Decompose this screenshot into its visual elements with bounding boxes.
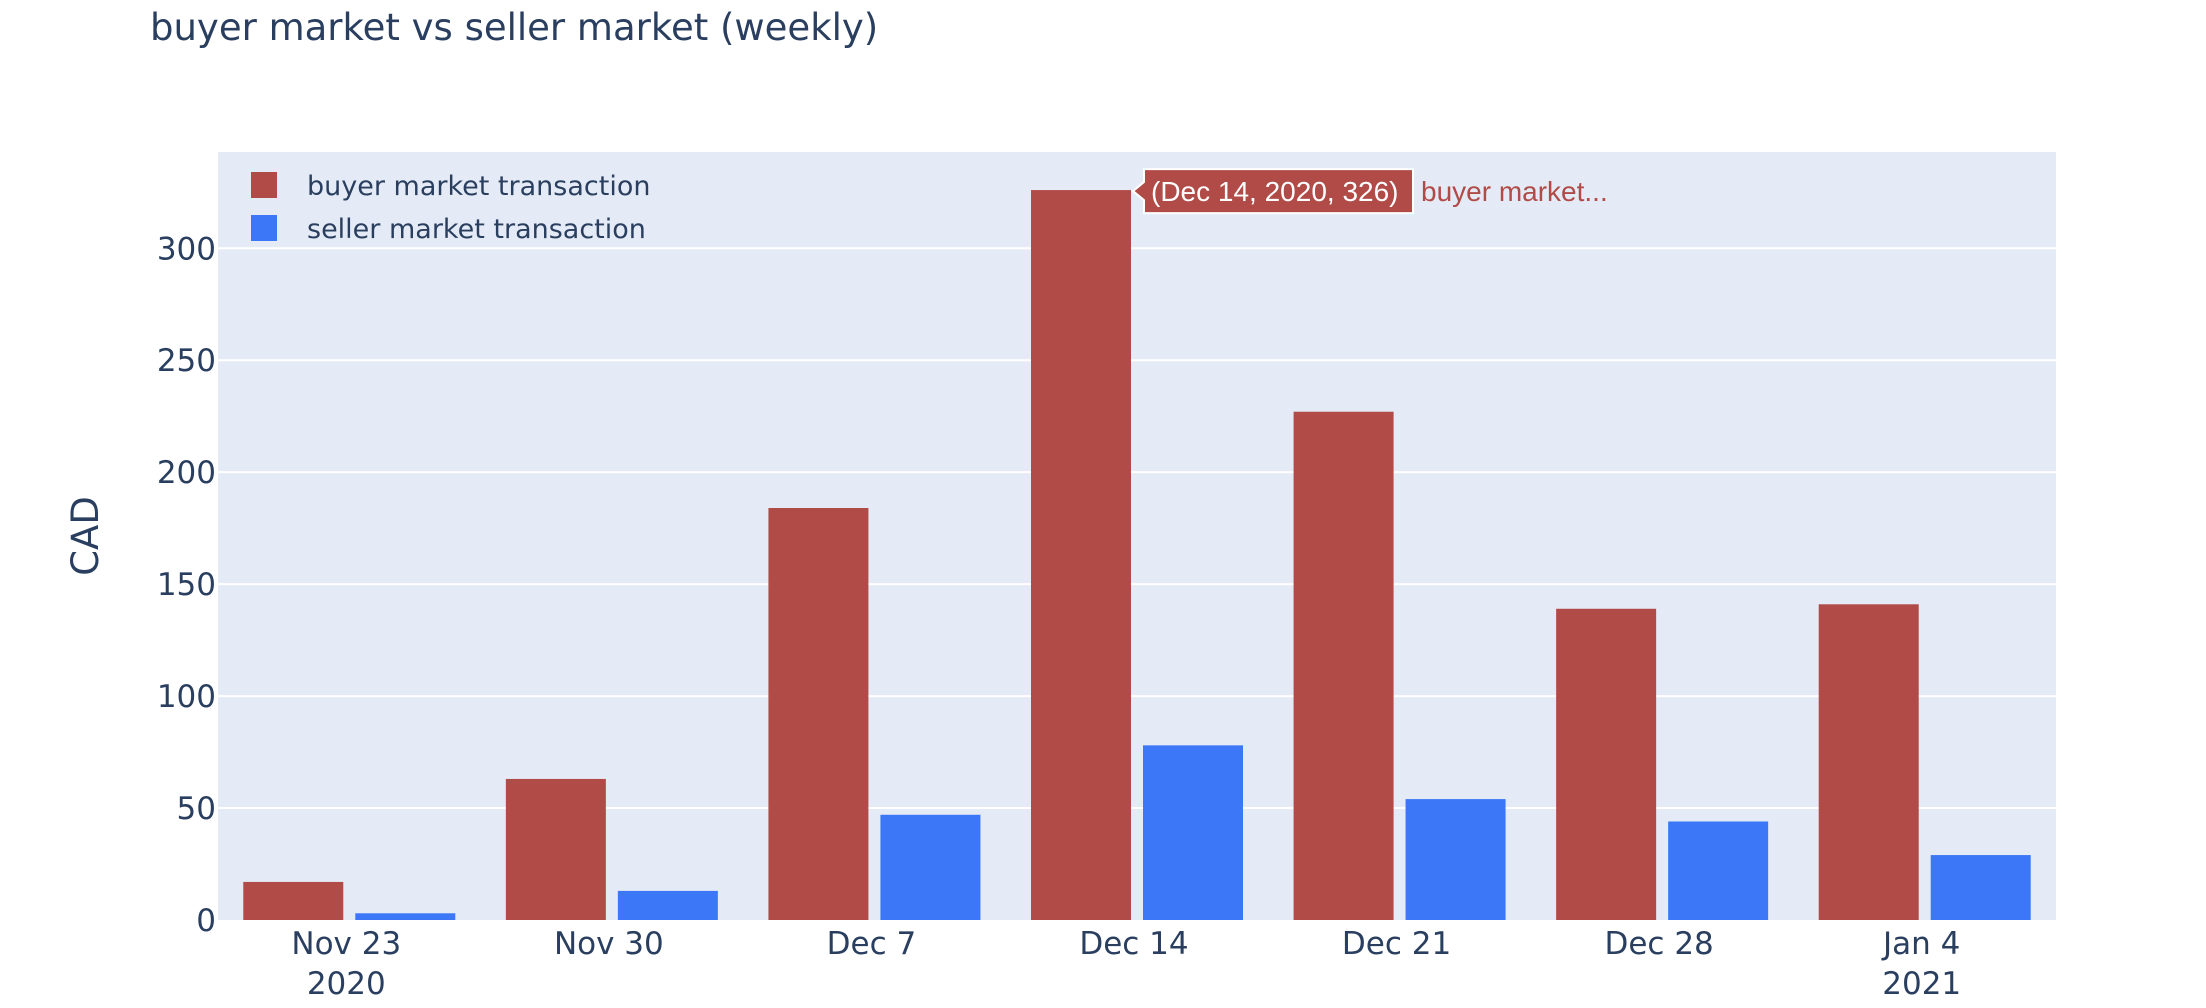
hover-label-box bbox=[1131, 168, 1414, 215]
legend-label: seller market transaction bbox=[307, 214, 646, 245]
y-tick-label: 300 bbox=[157, 231, 216, 267]
bar-seller-0[interactable] bbox=[355, 913, 456, 920]
y-tick-label: 150 bbox=[157, 567, 216, 603]
hover-label-name: buyer market... bbox=[1421, 176, 1608, 207]
bar-seller-4[interactable] bbox=[1405, 799, 1506, 920]
x-tick-label: Dec 7 bbox=[827, 926, 917, 962]
bar-buyer-6[interactable] bbox=[1818, 604, 1919, 920]
x-tick-label: Dec 28 bbox=[1604, 926, 1713, 962]
x-tick-label: Nov 23 2020 bbox=[291, 926, 401, 1002]
legend-item-buyer[interactable]: buyer market transaction bbox=[251, 171, 650, 202]
gridlines bbox=[218, 247, 2056, 810]
bar-buyer-0[interactable] bbox=[243, 881, 344, 920]
y-tick-label: 0 bbox=[196, 903, 216, 939]
bar-buyer-3[interactable] bbox=[1031, 190, 1131, 920]
y-axis-ticks: 0 50 100 150 200 250 300 bbox=[157, 231, 216, 939]
bar-buyer-1[interactable] bbox=[505, 778, 606, 920]
bars bbox=[243, 190, 2031, 920]
legend-item-seller[interactable]: seller market transaction bbox=[251, 214, 646, 245]
chart-title: buyer market vs seller market (weekly) bbox=[150, 6, 878, 49]
legend[interactable]: buyer market transaction seller market tr… bbox=[251, 171, 650, 245]
bar-seller-5[interactable] bbox=[1668, 821, 1769, 920]
y-tick-label: 200 bbox=[157, 455, 216, 491]
y-tick-label: 250 bbox=[157, 343, 216, 379]
bar-buyer-4[interactable] bbox=[1293, 411, 1394, 920]
legend-label: buyer market transaction bbox=[307, 171, 650, 202]
bar-seller-6[interactable] bbox=[1930, 855, 2031, 920]
legend-swatch bbox=[251, 172, 277, 198]
plot-area bbox=[218, 152, 2056, 920]
hover-label-value: (Dec 14, 2020, 326) bbox=[1151, 176, 1399, 207]
y-tick-label: 100 bbox=[157, 679, 216, 715]
hover-tooltip: (Dec 14, 2020, 326) buyer market... bbox=[1131, 168, 1608, 215]
x-tick-label: Dec 14 bbox=[1079, 926, 1188, 962]
bar-buyer-2[interactable] bbox=[768, 508, 869, 920]
x-tick-label: Dec 21 bbox=[1342, 926, 1451, 962]
y-axis-title: CAD bbox=[64, 496, 107, 576]
bar-buyer-5[interactable] bbox=[1556, 608, 1657, 920]
bar-seller-2[interactable] bbox=[880, 814, 981, 920]
y-tick-label: 50 bbox=[177, 791, 216, 827]
x-axis-ticks: Nov 23 2020 Nov 30 Dec 7 Dec 14 Dec 21 Dec 28 J… bbox=[291, 926, 1961, 1002]
bar-seller-3[interactable] bbox=[1143, 745, 1243, 920]
legend-swatch bbox=[251, 215, 277, 241]
x-tick-label: Jan 4 2021 bbox=[1881, 926, 1961, 1002]
x-tick-label: Nov 30 bbox=[554, 926, 664, 962]
bar-seller-1[interactable] bbox=[617, 890, 718, 920]
